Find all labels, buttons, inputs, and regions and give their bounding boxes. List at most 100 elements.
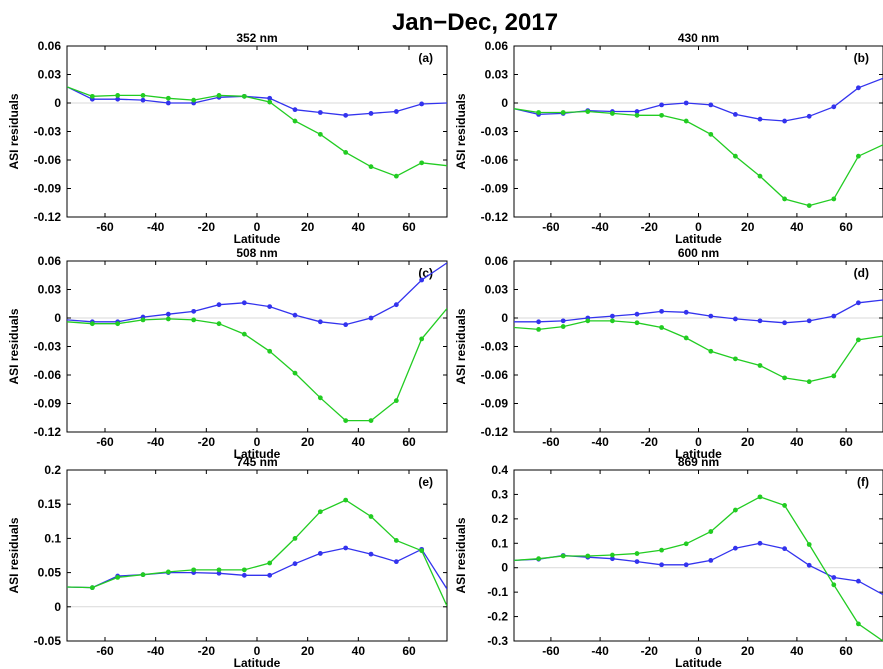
series-blue-path (514, 77, 883, 122)
series-blue-line (67, 262, 447, 328)
series-blue-point (216, 570, 222, 576)
series-blue-point (140, 97, 146, 103)
x-tick-label-m20: -20 (641, 220, 659, 234)
y-tick-label-0p1: 0.1 (491, 536, 508, 550)
y-tick-label-0p06: 0.06 (38, 254, 62, 268)
y-tick-label-m0p12: -0.12 (481, 210, 509, 224)
x-tick-label-m40: -40 (591, 644, 609, 658)
series-blue-point (191, 308, 197, 314)
series-green-point (831, 373, 837, 379)
y-tick-label-m0p05: -0.05 (34, 634, 62, 648)
series-blue-path (67, 86, 447, 116)
y-tick-label-m0p09: -0.09 (34, 182, 62, 196)
series-green-path (514, 320, 883, 383)
series-green-line (514, 108, 883, 209)
y-tick-label-m0p1: -0.1 (487, 585, 508, 599)
y-axis-label: ASI residuals (454, 517, 468, 593)
series-green-point (782, 375, 787, 381)
series-blue-point (683, 100, 689, 106)
series-blue-point (831, 575, 837, 580)
series-blue-point (856, 578, 861, 584)
series-blue-point (856, 85, 861, 91)
y-tick-label-0: 0 (54, 96, 61, 110)
series-green-point (317, 131, 323, 137)
panel-c: -60 -40 -20 0 20 40 60 -0.12 -0.09 -0.06 -0.03 0 0.0… (7, 246, 448, 461)
series-green-point (831, 196, 837, 202)
series-green-point (634, 112, 640, 118)
series-green-point (292, 370, 298, 376)
series-green-point (560, 324, 566, 329)
x-tick-label-m20: -20 (641, 644, 659, 658)
x-tick-label-m60: -60 (542, 220, 560, 234)
panel-title: 745 nm (236, 455, 277, 469)
series-blue-point (634, 559, 640, 565)
series-green-point (634, 551, 640, 556)
y-tick-label-m0p3: -0.3 (487, 634, 508, 648)
y-axis-label: ASI residuals (454, 308, 468, 384)
x-tick-label-40: 40 (352, 220, 366, 234)
y-tick-label-0p03: 0.03 (38, 283, 62, 297)
plot-frame (513, 45, 883, 218)
panel-label: (a) (418, 51, 433, 65)
panel-f: -60 -40 -20 0 20 40 60 -0.3 -0.2 -0.1 0 0.1 0.2 0.3 0.… (454, 455, 883, 669)
series-green-point (317, 509, 323, 515)
series-blue-point (782, 320, 787, 326)
series-blue-point (343, 545, 349, 551)
series-blue-point (419, 101, 425, 107)
series-green-point (585, 109, 591, 114)
series-green-point (89, 93, 95, 99)
series-green-point (216, 321, 222, 327)
series-blue-point (393, 109, 399, 114)
series-green-point (806, 542, 812, 547)
series-blue-point (782, 546, 787, 552)
series-green-point (115, 574, 121, 580)
series-green-line (67, 497, 447, 607)
series-blue-point (267, 572, 273, 578)
series-blue-point (165, 100, 171, 106)
series-green-point (856, 153, 861, 159)
series-blue-point (659, 102, 664, 108)
series-green-point (343, 497, 349, 503)
series-green-point (634, 320, 640, 326)
series-green-point (419, 160, 425, 166)
series-green-point (806, 379, 812, 385)
x-tick-label-m40: -40 (147, 644, 165, 658)
series-green-point (368, 418, 374, 423)
series-green-point (610, 318, 615, 324)
panels: -60 -40 -20 0 20 40 60 -0.12 -0.09 -0.06 -0.03 0 0.0… (7, 31, 883, 669)
y-tick-label-0p06: 0.06 (485, 254, 509, 268)
series-blue-point (806, 562, 812, 568)
panel-d: -60 -40 -20 0 20 40 60 -0.12 -0.09 -0.06 -0.03 0 0.0… (454, 246, 883, 461)
series-green-point (267, 348, 273, 354)
series-blue-point (419, 277, 425, 283)
series-green-point (89, 585, 95, 591)
x-tick-label-40: 40 (790, 644, 804, 658)
series-green-point (165, 569, 171, 575)
series-green-point (191, 317, 197, 323)
series-green-point (393, 173, 399, 179)
series-green-point (560, 110, 566, 115)
series-green-point (536, 110, 541, 115)
y-axis-label: ASI residuals (7, 308, 21, 384)
panel-label: (e) (418, 475, 433, 489)
series-blue-line (67, 545, 447, 591)
y-tick-label-m0p12: -0.12 (34, 210, 62, 224)
x-tick-label-20: 20 (301, 644, 315, 658)
x-axis-label: Latitude (234, 447, 281, 461)
series-blue-point (165, 311, 171, 317)
panel-title: 600 nm (678, 246, 719, 260)
series-green-point (343, 418, 349, 423)
series-blue-point (343, 322, 349, 328)
y-tick-label-0p4: 0.4 (491, 463, 508, 477)
x-tick-label-20: 20 (301, 220, 315, 234)
series-blue-point (733, 545, 738, 551)
series-blue-point (536, 319, 541, 325)
series-blue-point (757, 318, 763, 324)
panel-label: (b) (854, 51, 869, 65)
series-blue-line (514, 299, 883, 326)
series-green-point (782, 503, 787, 508)
series-blue-point (782, 118, 787, 124)
series-green-path (67, 86, 447, 177)
series-blue-path (67, 262, 447, 326)
series-blue-path (67, 547, 447, 590)
